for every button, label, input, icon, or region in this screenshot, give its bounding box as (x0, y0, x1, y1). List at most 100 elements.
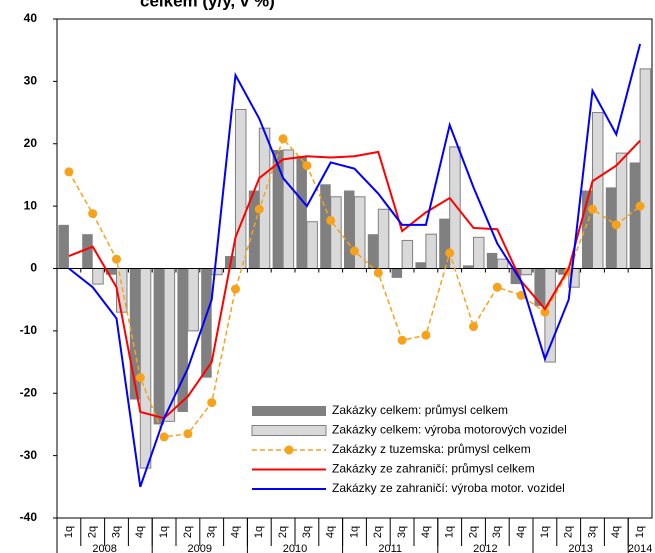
bar (201, 268, 212, 378)
x-tick-label: 4q (420, 526, 432, 538)
bar (473, 236, 485, 269)
chart-title: celkem (y/y, v %) (140, 0, 275, 10)
marker (540, 307, 550, 317)
x-tick-label: 3q (206, 526, 218, 538)
year-label: 2008 (92, 543, 116, 553)
x-tick-label: 1q (348, 526, 360, 538)
x-tick-label: 2q (182, 526, 194, 538)
year-label: 2011 (378, 543, 402, 553)
bar (367, 234, 379, 269)
x-tick-label: 2q (372, 526, 384, 538)
bar (211, 268, 223, 276)
x-tick-label: 4q (229, 526, 241, 538)
x-tick-label: 4q (325, 526, 337, 538)
bar (377, 208, 390, 269)
legend-label: Zakázky ze zahraničí: průmysl celkem (332, 462, 535, 476)
marker (421, 330, 431, 340)
marker (611, 220, 621, 230)
marker (254, 204, 264, 214)
y-tick-label: -10 (20, 323, 38, 337)
marker (88, 209, 98, 219)
legend-box (248, 400, 640, 510)
marker (397, 335, 407, 345)
legend-marker (284, 445, 294, 455)
bar (592, 112, 604, 269)
y-tick-label: -20 (20, 385, 38, 399)
bar (177, 268, 188, 412)
y-tick-label: 20 (24, 136, 38, 150)
x-tick-label: 3q (491, 526, 503, 538)
bar (439, 218, 450, 269)
marker (350, 246, 359, 256)
marker (469, 322, 478, 332)
bar (496, 258, 509, 269)
marker (159, 432, 169, 442)
bar (629, 162, 641, 269)
legend-label: Zakázky celkem: výroba motorových vozide… (332, 423, 567, 437)
bar (534, 268, 545, 306)
x-tick-label: 1q (63, 526, 75, 538)
bar (391, 268, 403, 278)
bar (58, 224, 69, 269)
bar (510, 268, 522, 285)
y-tick-label: 40 (24, 11, 38, 25)
bar (258, 127, 271, 269)
bar (92, 268, 104, 285)
year-label: 2014 (628, 543, 652, 553)
x-tick-label: 3q (396, 526, 408, 538)
marker (207, 398, 217, 408)
bar (425, 233, 437, 270)
y-tick-label: 0 (30, 261, 37, 275)
y-tick-label: -40 (20, 510, 38, 524)
x-tick-label: 1q (539, 526, 551, 538)
bar (401, 239, 414, 269)
bar (129, 268, 141, 400)
x-tick-label: 1q (253, 526, 265, 538)
legend: Zakázky celkem: průmysl celkem Zakázky ce… (248, 400, 640, 510)
bar (296, 156, 307, 269)
bar (520, 268, 533, 276)
marker (135, 373, 145, 383)
x-tick-label: 4q (515, 526, 527, 538)
marker (516, 290, 526, 300)
y-tick-label: -30 (20, 448, 38, 462)
marker (445, 248, 455, 258)
year-label: 2009 (188, 543, 212, 553)
x-tick-label: 3q (110, 526, 122, 538)
bar (415, 262, 426, 269)
bar (344, 190, 355, 269)
bar (306, 221, 318, 269)
marker (64, 167, 74, 177)
bar (139, 268, 152, 469)
x-tick-label: 2q (87, 526, 99, 538)
x-tick-label: 3q (301, 526, 313, 538)
bar (82, 234, 93, 269)
bar (463, 265, 474, 269)
y-tick-label: 30 (24, 74, 38, 88)
x-tick-label: 1q (158, 526, 170, 538)
bar (558, 268, 569, 275)
y-tick-label: 10 (24, 198, 38, 212)
bar (615, 152, 628, 269)
bar (354, 196, 366, 269)
marker (373, 268, 383, 278)
x-tick-label: 1q (444, 526, 456, 538)
marker (635, 201, 645, 211)
marker (112, 254, 121, 264)
bar (248, 190, 260, 269)
x-tick-label: 3q (586, 526, 598, 538)
year-label: 2012 (473, 543, 497, 553)
legend-label: Zakázky z tuzemska: průmysl celkem (332, 442, 531, 456)
legend-label: Zakázky celkem: průmysl celkem (332, 403, 508, 417)
marker (183, 429, 193, 439)
bar (153, 268, 165, 425)
marker (302, 161, 312, 171)
x-tick-label: 2q (467, 526, 479, 538)
x-tick-label: 2q (563, 526, 575, 538)
x-tick-label: 4q (134, 526, 146, 538)
bar (106, 268, 117, 275)
marker (588, 204, 597, 214)
bar (320, 184, 331, 269)
bar (486, 252, 498, 269)
